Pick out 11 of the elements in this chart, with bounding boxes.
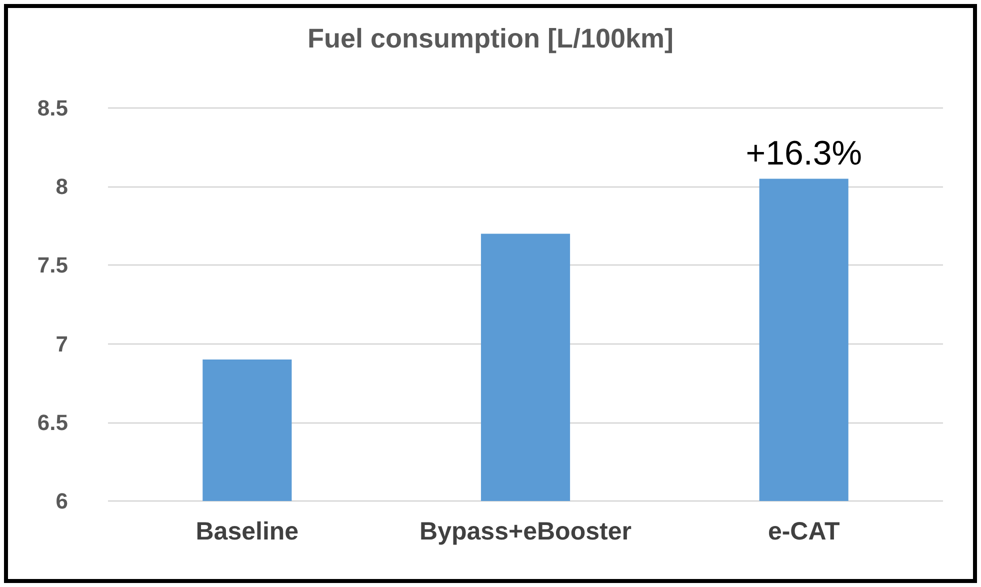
y-tick-label: 8.5 xyxy=(37,96,68,120)
x-tick-label: Baseline xyxy=(196,518,299,546)
x-tick-label: Bypass+eBooster xyxy=(420,518,632,546)
y-tick-label: 6 xyxy=(56,488,68,514)
y-tick-label: 7 xyxy=(56,331,68,356)
y-tick-label: 6.5 xyxy=(37,410,68,435)
y-tick-label: 7.5 xyxy=(37,252,68,278)
chart-title: Fuel consumption [L/100km] xyxy=(307,24,674,54)
x-tick-label: e-CAT xyxy=(768,518,840,546)
y-tick-label: 8 xyxy=(56,174,68,200)
annotation: +16.3% xyxy=(746,134,862,173)
